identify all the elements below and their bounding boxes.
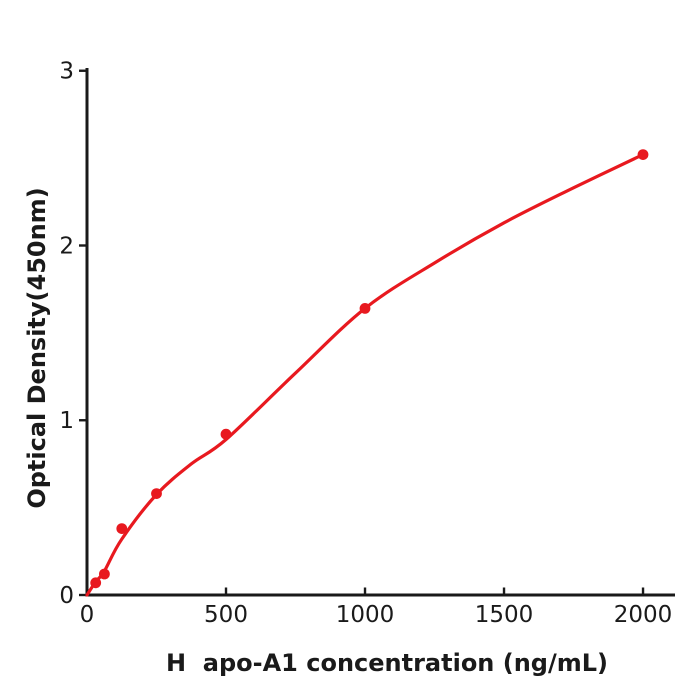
data-point-marker <box>220 428 232 440</box>
y-tick-label: 2 <box>59 233 74 259</box>
y-tick-label: 3 <box>59 59 74 85</box>
data-point-marker <box>90 577 102 589</box>
y-tick-label: 0 <box>59 583 74 609</box>
data-point-marker <box>151 488 162 499</box>
data-point-marker <box>116 523 128 534</box>
x-tick-label: 1000 <box>336 602 395 628</box>
data-point-marker <box>637 149 649 161</box>
x-tick-label: 2000 <box>614 602 673 628</box>
data-point-marker <box>359 303 371 314</box>
x-tick-label: 0 <box>80 602 95 628</box>
x-tick-label: 1500 <box>475 602 534 628</box>
fitted-curve-line <box>85 153 645 597</box>
x-axis-title: H apo-A1 concentration (ng/mL) <box>165 649 609 677</box>
x-tick-label: 500 <box>204 602 248 628</box>
y-axis-title: Optical Density(450nm) <box>23 187 51 509</box>
data-point-marker <box>99 568 110 580</box>
y-tick-label: 1 <box>59 408 74 434</box>
